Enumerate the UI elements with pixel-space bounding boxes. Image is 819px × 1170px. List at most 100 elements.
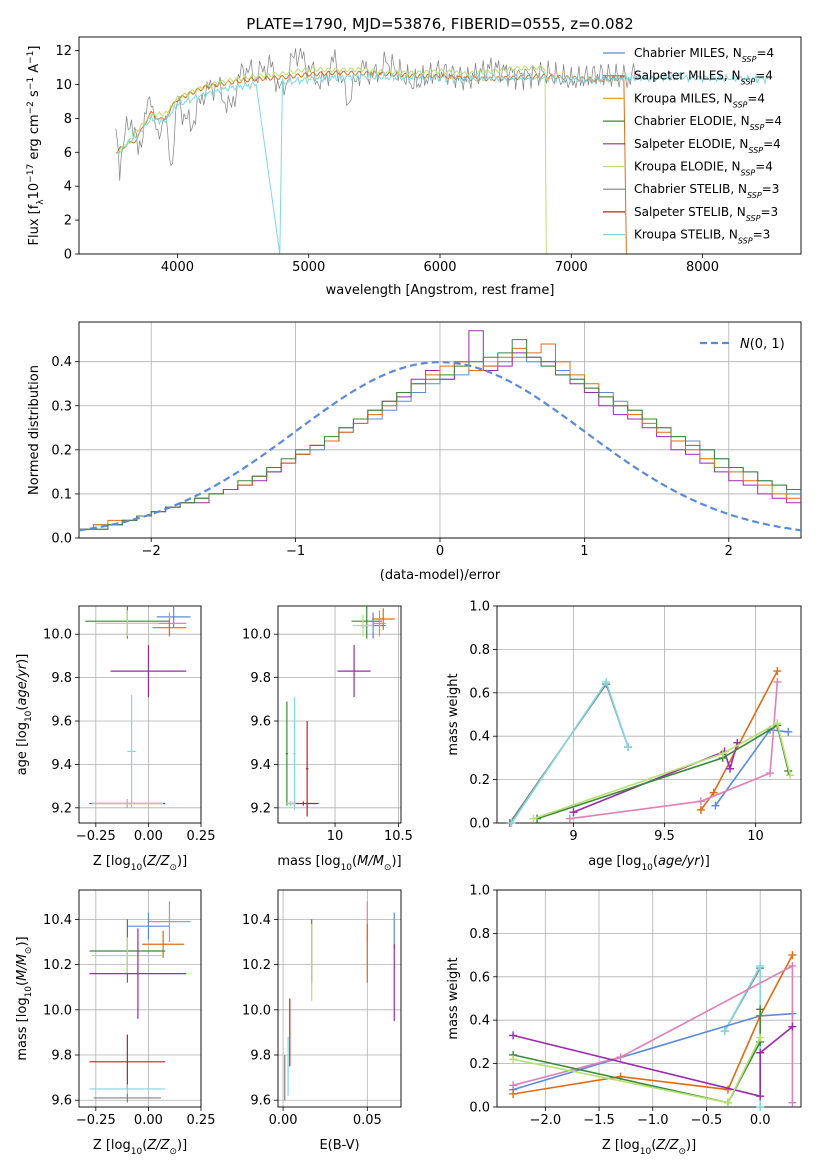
- x-tick-label: −2: [142, 544, 161, 559]
- weight-line: [512, 1009, 761, 1104]
- errorbar-point: [337, 645, 371, 698]
- errorbar-point: [127, 694, 136, 808]
- weight-marker: [756, 1092, 765, 1101]
- errorbar-point: [352, 614, 374, 637]
- errorbar-point: [110, 645, 187, 698]
- errorbar-point: [373, 610, 386, 637]
- x-tick-label: 10: [747, 829, 764, 844]
- spectrum-plot-area: [115, 47, 769, 254]
- weight-vs-z-ylabel: mass weight: [446, 957, 461, 1039]
- x-tick-label: 0.25: [187, 829, 216, 844]
- errorbar-point: [152, 619, 187, 637]
- legend-entry: Kroupa MILES, NSSP=4: [634, 91, 765, 109]
- y-tick-label: 10.0: [242, 628, 271, 643]
- mass-vs-ebv-panel: 0.00 0.05 9.6 9.8 10.0 10.2 10.4 E(B-V): [242, 889, 402, 1153]
- weight-vs-age-panel: 9 9.5 10 0.0 0.2 0.4 0.6 0.8 1.0 age [log10(age/y…: [446, 600, 802, 873]
- axes-frame: [496, 889, 802, 1108]
- spectrum-xlabel: wavelength [Angstrom, rest frame]: [326, 283, 555, 298]
- errorbar-point: [351, 606, 382, 639]
- y-tick-label: 10.4: [242, 913, 271, 928]
- weight-vs-age-plot-area: [505, 667, 795, 827]
- weight-marker: [786, 771, 795, 780]
- histogram-step: [79, 339, 801, 530]
- spectrum-line: [116, 71, 769, 254]
- x-tick-label: 4000: [161, 260, 194, 275]
- legend-entry: Chabrier STELIB, NSSP=3: [634, 182, 779, 200]
- weight-line: [512, 1037, 761, 1104]
- y-tick-label: 0.6: [469, 970, 490, 985]
- errorbar-point: [93, 1093, 162, 1103]
- residuals-plot-area: [79, 330, 801, 532]
- weight-marker: [509, 1081, 518, 1090]
- y-tick-label: 12: [55, 44, 72, 59]
- y-tick-label: 9.8: [51, 671, 72, 686]
- axes-frame: [496, 605, 802, 824]
- axes-frame: [78, 889, 202, 1108]
- weight-marker: [509, 1089, 518, 1098]
- y-tick-label: 0.0: [51, 532, 72, 547]
- mass-vs-ebv-xlabel: E(B-V): [319, 1138, 359, 1153]
- axes-frame: [277, 889, 402, 1108]
- y-tick-label: 9.2: [51, 801, 72, 816]
- weight-marker: [696, 805, 705, 814]
- weight-line: [512, 1026, 793, 1098]
- spectrum-ylabel: Flux [fλ10−17 erg cm−2 s−1 A−1]: [26, 46, 46, 246]
- y-tick-label: 10.2: [242, 958, 271, 973]
- y-tick-label: 9.8: [250, 1049, 271, 1064]
- weight-marker: [788, 1098, 797, 1107]
- x-tick-label: 7000: [555, 260, 588, 275]
- weight-marker: [773, 667, 782, 676]
- weight-marker: [529, 814, 538, 823]
- y-tick-label: 10: [55, 78, 72, 93]
- y-tick-label: 0.2: [51, 443, 72, 458]
- y-tick-label: 9.4: [51, 758, 72, 773]
- weight-marker: [569, 808, 578, 817]
- legend-entry: Kroupa ELODIE, NSSP=4: [634, 160, 773, 178]
- x-tick-label: 9.5: [654, 829, 675, 844]
- errorbar-point: [89, 928, 187, 1019]
- weight-vs-age-ylabel: mass weight: [446, 673, 461, 755]
- y-tick-label: 10.4: [43, 913, 72, 928]
- weight-line: [510, 680, 629, 824]
- y-tick-label: 0.3: [51, 399, 72, 414]
- errorbar-point: [293, 697, 296, 810]
- spectrum-line: [115, 47, 638, 181]
- y-tick-label: 4: [64, 180, 72, 195]
- errorbar-point: [156, 606, 191, 628]
- x-tick-label: 0.00: [269, 1113, 298, 1128]
- x-tick-label: −0.25: [76, 829, 116, 844]
- x-tick-label: 10: [327, 829, 344, 844]
- weight-marker: [509, 1031, 518, 1040]
- weight-marker: [726, 764, 735, 773]
- weight-vs-z-plot-area: [509, 951, 797, 1111]
- residuals-ylabel: Normed distribution: [27, 365, 42, 495]
- y-tick-label: 0.8: [469, 927, 490, 942]
- y-tick-label: 1.0: [469, 600, 490, 615]
- age-vs-z-plot-area: [85, 606, 191, 808]
- errorbar-point: [285, 801, 296, 806]
- x-tick-label: 0: [436, 544, 444, 559]
- weight-marker: [773, 677, 782, 686]
- weight-marker: [756, 961, 765, 970]
- y-tick-label: 9.6: [51, 715, 72, 730]
- weight-marker: [696, 797, 705, 806]
- x-tick-label: 1: [580, 544, 588, 559]
- y-tick-label: 10.0: [43, 1003, 72, 1018]
- weight-marker: [788, 1022, 797, 1031]
- axes-frame: [78, 605, 202, 824]
- y-tick-label: 9.6: [250, 1094, 271, 1109]
- weight-vs-age-xlabel: age [log10(age/yr)]: [588, 854, 710, 873]
- y-tick-label: 0.2: [469, 773, 490, 788]
- weight-marker: [788, 961, 797, 970]
- axes-frame: [277, 605, 402, 824]
- spectrum-line: [115, 70, 627, 254]
- legend-entry: N(0, 1): [740, 337, 785, 352]
- y-tick-label: 1.0: [469, 884, 490, 899]
- y-tick-label: 2: [64, 214, 72, 229]
- y-tick-label: 0.8: [469, 643, 490, 658]
- y-tick-label: 0: [64, 248, 72, 263]
- errorbar-point: [142, 930, 185, 958]
- y-tick-label: 6: [64, 146, 72, 161]
- errorbar-point: [285, 701, 289, 806]
- weight-marker: [766, 769, 775, 778]
